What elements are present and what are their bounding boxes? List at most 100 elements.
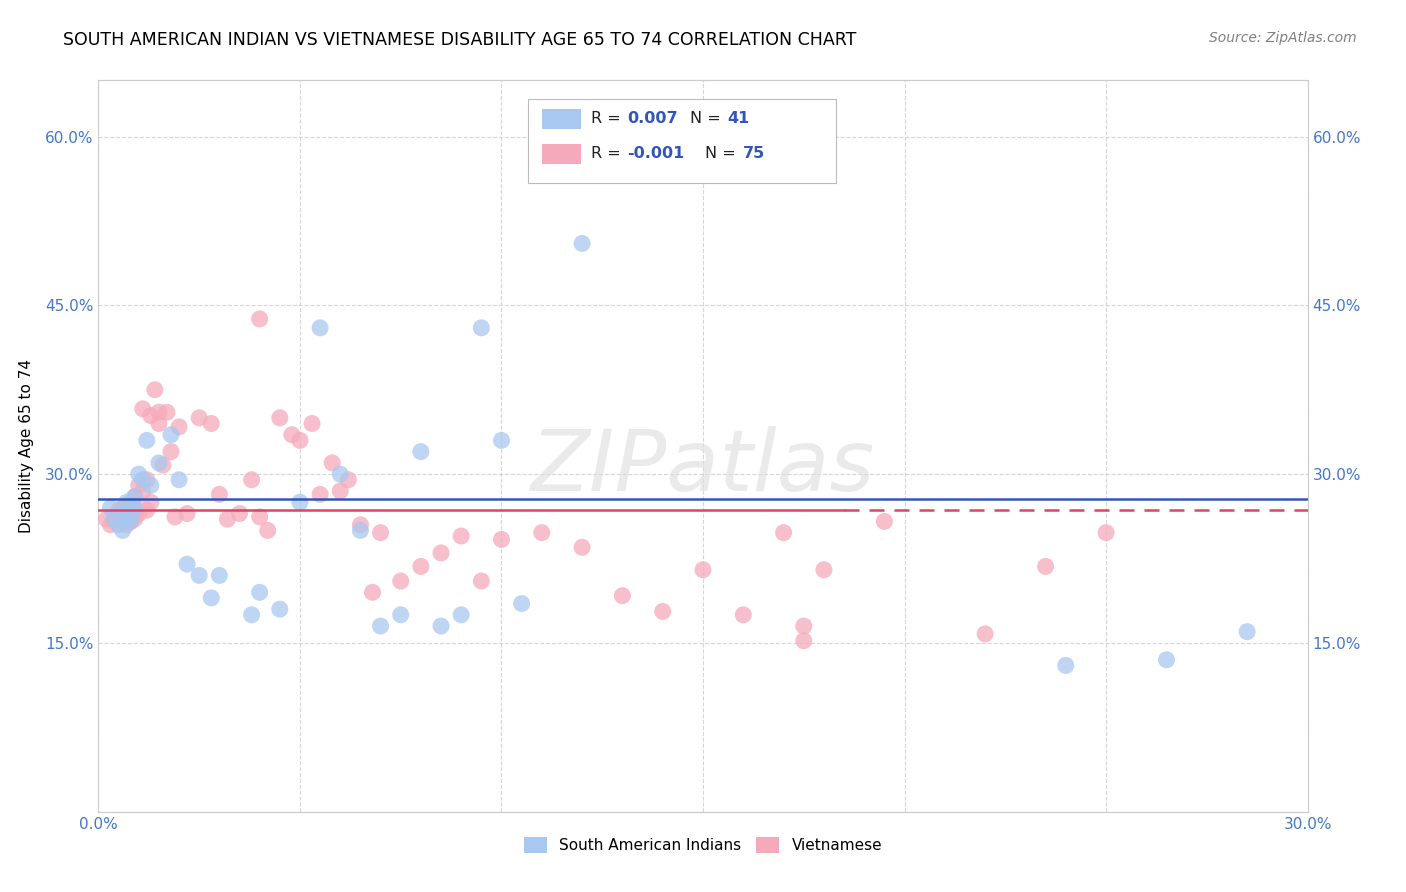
Point bbox=[176, 507, 198, 521]
Text: 41: 41 bbox=[727, 111, 749, 126]
Point bbox=[571, 236, 593, 251]
Point bbox=[269, 602, 291, 616]
Point bbox=[361, 585, 384, 599]
Point bbox=[124, 500, 146, 515]
Point bbox=[288, 434, 311, 448]
Point bbox=[349, 524, 371, 538]
Point bbox=[107, 509, 129, 524]
Point bbox=[240, 607, 263, 622]
Legend: South American Indians, Vietnamese: South American Indians, Vietnamese bbox=[517, 830, 889, 859]
Point bbox=[100, 517, 122, 532]
Text: N =: N = bbox=[690, 111, 725, 126]
Point bbox=[167, 420, 190, 434]
Point bbox=[107, 517, 129, 532]
Point bbox=[470, 321, 492, 335]
Point bbox=[115, 503, 138, 517]
Point bbox=[128, 507, 150, 521]
Point bbox=[1035, 559, 1057, 574]
Text: 75: 75 bbox=[742, 146, 765, 161]
Point bbox=[974, 627, 997, 641]
Point bbox=[115, 495, 138, 509]
Point bbox=[249, 311, 271, 326]
Point bbox=[733, 607, 755, 622]
Point bbox=[160, 427, 183, 442]
Point bbox=[115, 509, 138, 524]
Point bbox=[135, 503, 157, 517]
Point bbox=[135, 473, 157, 487]
Point bbox=[409, 444, 432, 458]
Point bbox=[389, 607, 412, 622]
Point bbox=[309, 487, 332, 501]
Point bbox=[103, 509, 125, 524]
Point bbox=[128, 467, 150, 482]
Text: -0.001: -0.001 bbox=[627, 146, 685, 161]
Point bbox=[167, 473, 190, 487]
Point bbox=[491, 533, 513, 547]
Point bbox=[200, 591, 222, 605]
FancyBboxPatch shape bbox=[543, 144, 581, 164]
Point bbox=[530, 525, 553, 540]
Point bbox=[772, 525, 794, 540]
Point bbox=[491, 434, 513, 448]
Point bbox=[128, 478, 150, 492]
Point bbox=[152, 458, 174, 472]
Point bbox=[143, 383, 166, 397]
Point bbox=[510, 597, 533, 611]
Point bbox=[120, 515, 142, 529]
Point bbox=[813, 563, 835, 577]
Text: N =: N = bbox=[706, 146, 741, 161]
Point bbox=[188, 410, 211, 425]
Point bbox=[329, 467, 352, 482]
Text: SOUTH AMERICAN INDIAN VS VIETNAMESE DISABILITY AGE 65 TO 74 CORRELATION CHART: SOUTH AMERICAN INDIAN VS VIETNAMESE DISA… bbox=[63, 31, 856, 49]
Point bbox=[100, 500, 122, 515]
Point bbox=[208, 568, 231, 582]
Point bbox=[132, 483, 155, 498]
Point bbox=[389, 574, 412, 588]
Point bbox=[139, 495, 162, 509]
Text: Source: ZipAtlas.com: Source: ZipAtlas.com bbox=[1209, 31, 1357, 45]
Point bbox=[148, 417, 170, 431]
Point bbox=[309, 321, 332, 335]
Point bbox=[269, 410, 291, 425]
Point bbox=[111, 507, 134, 521]
Point bbox=[1236, 624, 1258, 639]
Point bbox=[571, 541, 593, 555]
Point bbox=[132, 473, 155, 487]
Point bbox=[148, 405, 170, 419]
Point bbox=[349, 517, 371, 532]
Point bbox=[111, 507, 134, 521]
Point bbox=[249, 509, 271, 524]
Point bbox=[115, 512, 138, 526]
Point bbox=[120, 515, 142, 529]
Point bbox=[188, 568, 211, 582]
Point bbox=[370, 619, 392, 633]
Point bbox=[111, 515, 134, 529]
Point bbox=[120, 500, 142, 515]
Point bbox=[450, 529, 472, 543]
Text: ZIPatlas: ZIPatlas bbox=[531, 426, 875, 509]
Point bbox=[111, 524, 134, 538]
Point bbox=[160, 444, 183, 458]
Text: R =: R = bbox=[591, 146, 626, 161]
Point bbox=[430, 546, 453, 560]
Point bbox=[115, 517, 138, 532]
Point bbox=[370, 525, 392, 540]
Point bbox=[156, 405, 179, 419]
Point bbox=[107, 503, 129, 517]
Point bbox=[249, 585, 271, 599]
Point bbox=[281, 427, 304, 442]
Point bbox=[120, 507, 142, 521]
FancyBboxPatch shape bbox=[527, 99, 837, 183]
Point bbox=[124, 490, 146, 504]
Point bbox=[470, 574, 492, 588]
Point bbox=[120, 495, 142, 509]
Point bbox=[103, 512, 125, 526]
Point bbox=[240, 473, 263, 487]
Point bbox=[124, 500, 146, 515]
Point bbox=[329, 483, 352, 498]
Point bbox=[135, 434, 157, 448]
Point bbox=[409, 559, 432, 574]
Text: R =: R = bbox=[591, 111, 626, 126]
Point bbox=[1156, 653, 1178, 667]
Point bbox=[139, 409, 162, 423]
